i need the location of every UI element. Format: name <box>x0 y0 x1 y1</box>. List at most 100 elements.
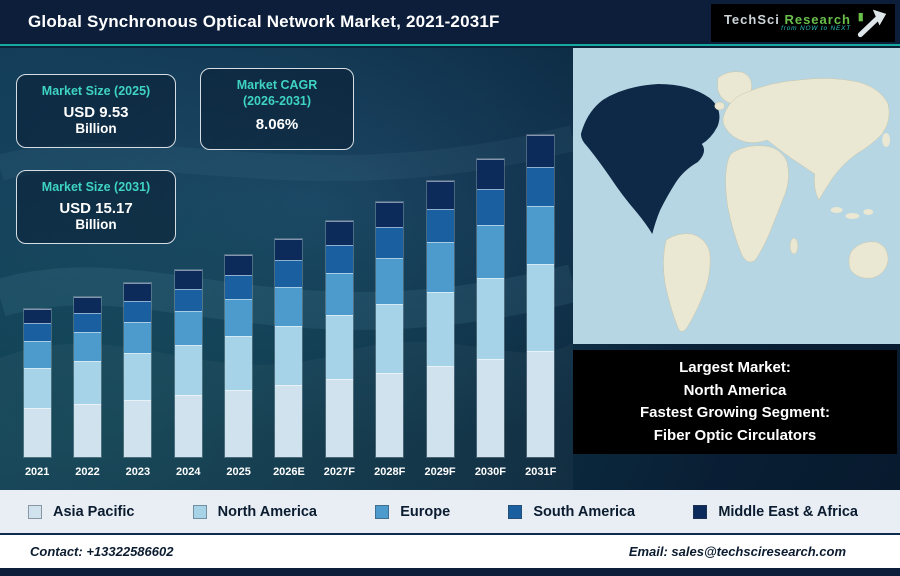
bar-segment-2031F-south-america <box>527 167 555 206</box>
bar-segment-2028F-north-america <box>376 303 404 373</box>
bar-segment-2029F-south-america <box>426 208 454 242</box>
bar-segment-2024-middle-east-africa <box>174 269 202 289</box>
continent-africa <box>725 145 789 263</box>
region-madagascar <box>789 237 799 255</box>
region-indonesia-2 <box>845 213 860 219</box>
bar-2021 <box>22 307 52 459</box>
bar-2026E <box>274 237 304 459</box>
legend-label: Middle East & Africa <box>718 503 858 520</box>
market-size-2025-unit: Billion <box>75 120 117 136</box>
highlight-box: Largest Market: North America Fastest Gr… <box>573 350 897 454</box>
legend-label: North America <box>217 503 317 520</box>
bar-segment-2022-north-america <box>74 360 102 404</box>
legend-item-europe: Europe <box>375 504 450 520</box>
x-axis-labels: 2021 2022 2023 2024 2025 2026E 2027F 2028F 2029F… <box>12 466 566 478</box>
bar-segment-2030F-north-america <box>476 278 504 359</box>
market-cagr-label-line1: Market CAGR <box>236 78 318 92</box>
region-philippines <box>863 209 874 215</box>
bar-slot-2029F <box>415 125 465 458</box>
bar-segment-2025-north-america <box>225 335 253 391</box>
bar-segment-2031F-middle-east-africa <box>527 135 555 168</box>
bar-slot-2027F <box>314 125 364 458</box>
bar-segment-2024-south-america <box>174 288 202 312</box>
bar-segment-2028F-middle-east-africa <box>376 201 404 228</box>
market-size-2025-label: Market Size (2025) <box>41 84 151 98</box>
x-axis-label-2027F: 2027F <box>323 466 355 478</box>
bar-2022 <box>73 295 103 459</box>
brand-name-primary: TechSci <box>723 11 780 27</box>
x-axis-label-2023: 2023 <box>125 466 151 478</box>
bar-segment-2029F-asia-pacific <box>426 366 454 457</box>
x-axis-label-2021: 2021 <box>24 466 50 478</box>
bar-segment-2030F-asia-pacific <box>476 358 504 457</box>
x-axis-label-2028F: 2028F <box>374 466 406 478</box>
legend-item-asia-pacific: Asia Pacific <box>28 504 134 520</box>
bar-segment-2028F-europe <box>376 257 404 304</box>
bar-segment-2030F-middle-east-africa <box>476 159 504 190</box>
bar-segment-2027F-asia-pacific <box>325 379 353 457</box>
largest-market-value: North America <box>683 381 787 399</box>
legend-swatch-north-america <box>192 504 207 519</box>
bars <box>12 125 566 459</box>
region-japan <box>882 133 891 147</box>
fastest-segment-value: Fiber Optic Circulators <box>653 426 817 444</box>
continent-eurasia <box>722 78 890 201</box>
bar-segment-2023-europe <box>124 321 152 353</box>
bar-segment-2021-south-america <box>23 323 51 342</box>
legend-item-middle-east-africa: Middle East & Africa <box>693 504 858 520</box>
bar-slot-2025 <box>213 125 263 459</box>
bar-segment-2028F-south-america <box>376 227 404 258</box>
fastest-segment-label: Fastest Growing Segment: <box>639 404 831 421</box>
bar-segment-2031F-asia-pacific <box>527 350 555 457</box>
bar-slot-2026E <box>264 125 314 459</box>
largest-market-label: Largest Market: <box>679 359 791 376</box>
bar-segment-2030F-europe <box>476 224 504 279</box>
legend-label: South America <box>533 503 636 520</box>
bar-segment-2029F-north-america <box>426 291 454 366</box>
page-title: Global Synchronous Optical Network Marke… <box>28 12 500 31</box>
continent-south-america <box>663 233 711 332</box>
market-size-2031-label: Market Size (2031) <box>41 180 151 194</box>
bar-segment-2023-north-america <box>124 352 152 400</box>
bar-slot-2028F <box>365 125 415 459</box>
bar-segment-2028F-asia-pacific <box>376 372 404 457</box>
bar-segment-2021-asia-pacific <box>23 408 51 457</box>
chart-legend: Asia Pacific North America Europe South … <box>0 490 900 533</box>
bar-segment-2023-middle-east-africa <box>124 283 152 301</box>
legend-item-north-america: North America <box>192 503 317 520</box>
bar-segment-2022-south-america <box>74 312 102 332</box>
bar-segment-2021-europe <box>23 341 51 368</box>
brand-logo: TechSci Research from NOW to NEXT <box>711 4 895 42</box>
brand-name-secondary: Research <box>784 11 851 27</box>
region-uk <box>714 101 725 111</box>
contact-text: Contact: +13322586602 <box>30 544 174 559</box>
market-cagr-label-line2: (2026-2031) <box>242 93 312 108</box>
x-axis-label-2026E: 2026E <box>273 466 305 478</box>
bar-2029F <box>425 180 455 458</box>
market-size-2031-box: Market Size (2031) USD 15.17 Billion <box>16 170 176 244</box>
legend-swatch-europe <box>375 504 390 519</box>
market-cagr-value: 8.06% <box>255 116 299 134</box>
bar-segment-2022-middle-east-africa <box>74 296 102 313</box>
bar-segment-2023-asia-pacific <box>124 399 152 457</box>
legend-item-south-america: South America <box>508 504 635 520</box>
region-indonesia <box>830 207 843 213</box>
bar-segment-2026E-middle-east-africa <box>275 238 303 261</box>
x-axis-label-2022: 2022 <box>75 466 100 478</box>
bar-2023 <box>123 282 153 458</box>
bar-segment-2026E-asia-pacific <box>275 384 303 457</box>
bar-slot-2031F <box>516 125 566 458</box>
x-axis-label-2031F: 2031F <box>525 466 557 478</box>
market-size-2025-box: Market Size (2025) USD 9.53 Billion <box>16 74 176 148</box>
market-size-2025-value: USD 9.53 <box>63 103 129 121</box>
market-size-2031-value: USD 15.17 <box>59 199 133 217</box>
legend-swatch-south-america <box>508 504 523 519</box>
email-text: Email: sales@techsciresearch.com <box>628 544 846 559</box>
market-size-2031-unit: Billion <box>75 216 117 232</box>
footer-bar: Contact: +13322586602 Email: sales@techs… <box>0 533 900 568</box>
header-bar: Global Synchronous Optical Network Marke… <box>0 0 900 46</box>
x-axis-label-2025: 2025 <box>226 466 251 478</box>
bar-segment-2027F-europe <box>325 273 353 316</box>
bar-segment-2023-south-america <box>124 300 152 322</box>
